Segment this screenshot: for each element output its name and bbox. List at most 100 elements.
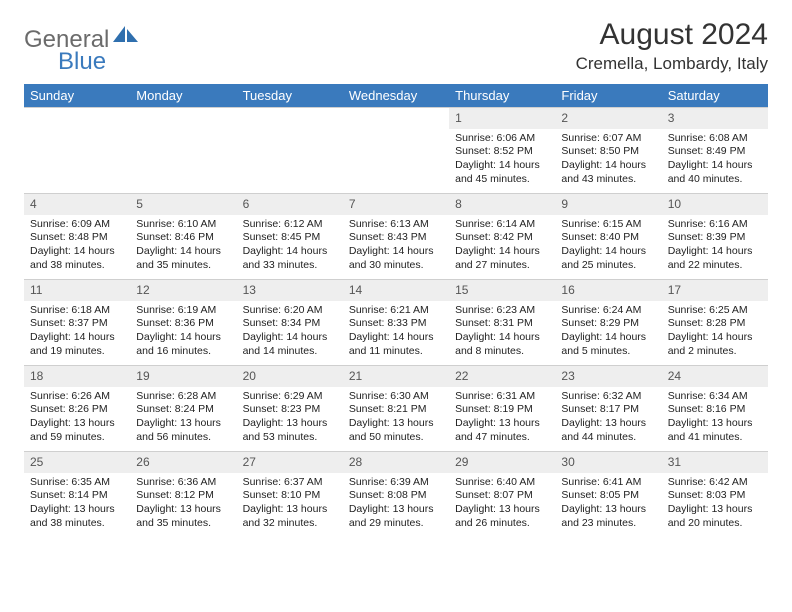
sunset-text: Sunset: 8:43 PM bbox=[349, 231, 443, 245]
logo-text-2: Blue bbox=[58, 48, 106, 75]
day-body: Sunrise: 6:20 AMSunset: 8:34 PMDaylight:… bbox=[237, 301, 343, 365]
day-number: 18 bbox=[24, 366, 130, 387]
sunset-text: Sunset: 8:40 PM bbox=[561, 231, 655, 245]
day-number: 19 bbox=[130, 366, 236, 387]
day-number: 1 bbox=[449, 108, 555, 129]
day-cell: . bbox=[237, 108, 343, 194]
sunrise-text: Sunrise: 6:28 AM bbox=[136, 390, 230, 404]
day-body: Sunrise: 6:10 AMSunset: 8:46 PMDaylight:… bbox=[130, 215, 236, 279]
day-cell: 18 Sunrise: 6:26 AMSunset: 8:26 PMDayligh… bbox=[24, 366, 130, 452]
day-cell: 21Sunrise: 6:30 AMSunset: 8:21 PMDayligh… bbox=[343, 366, 449, 452]
day-body: Sunrise: 6:34 AMSunset: 8:16 PMDaylight:… bbox=[662, 387, 768, 451]
day-number: 9 bbox=[555, 194, 661, 215]
sunrise-text: Sunrise: 6:39 AM bbox=[349, 476, 443, 490]
sunset-text: Sunset: 8:21 PM bbox=[349, 403, 443, 417]
sunset-text: Sunset: 8:19 PM bbox=[455, 403, 549, 417]
day-number: 24 bbox=[662, 366, 768, 387]
sunrise-text: Sunrise: 6:15 AM bbox=[561, 218, 655, 232]
day-number: 4 bbox=[24, 194, 130, 215]
sunset-text: Sunset: 8:10 PM bbox=[243, 489, 337, 503]
day-cell: 19Sunrise: 6:28 AMSunset: 8:24 PMDayligh… bbox=[130, 366, 236, 452]
sunset-text: Sunset: 8:16 PM bbox=[668, 403, 762, 417]
daylight-text: Daylight: 14 hours and 2 minutes. bbox=[668, 331, 762, 358]
day-names-row: Sunday Monday Tuesday Wednesday Thursday… bbox=[24, 84, 768, 108]
day-body: Sunrise: 6:24 AMSunset: 8:29 PMDaylight:… bbox=[555, 301, 661, 365]
sunset-text: Sunset: 8:12 PM bbox=[136, 489, 230, 503]
day-cell: 16Sunrise: 6:24 AMSunset: 8:29 PMDayligh… bbox=[555, 280, 661, 366]
daylight-text: Daylight: 14 hours and 11 minutes. bbox=[349, 331, 443, 358]
day-number: 15 bbox=[449, 280, 555, 301]
day-number: 27 bbox=[237, 452, 343, 473]
day-cell: 14Sunrise: 6:21 AMSunset: 8:33 PMDayligh… bbox=[343, 280, 449, 366]
daylight-text: Daylight: 13 hours and 44 minutes. bbox=[561, 417, 655, 444]
day-cell: 13Sunrise: 6:20 AMSunset: 8:34 PMDayligh… bbox=[237, 280, 343, 366]
week-row: 11Sunrise: 6:18 AMSunset: 8:37 PMDayligh… bbox=[24, 280, 768, 366]
day-number: 26 bbox=[130, 452, 236, 473]
daylight-text: Daylight: 13 hours and 56 minutes. bbox=[136, 417, 230, 444]
day-cell: 22Sunrise: 6:31 AMSunset: 8:19 PMDayligh… bbox=[449, 366, 555, 452]
dayname-sun: Sunday bbox=[24, 84, 130, 108]
sunrise-text: Sunrise: 6:32 AM bbox=[561, 390, 655, 404]
day-number: 31 bbox=[662, 452, 768, 473]
dayname-wed: Wednesday bbox=[343, 84, 449, 108]
sunrise-text: Sunrise: 6:37 AM bbox=[243, 476, 337, 490]
day-cell: 3Sunrise: 6:08 AMSunset: 8:49 PMDaylight… bbox=[662, 108, 768, 194]
day-body: Sunrise: 6:29 AMSunset: 8:23 PMDaylight:… bbox=[237, 387, 343, 451]
day-number: 5 bbox=[130, 194, 236, 215]
daylight-text: Daylight: 14 hours and 16 minutes. bbox=[136, 331, 230, 358]
day-number: 20 bbox=[237, 366, 343, 387]
daylight-text: Daylight: 13 hours and 20 minutes. bbox=[668, 503, 762, 530]
daylight-text: Daylight: 14 hours and 19 minutes. bbox=[30, 331, 124, 358]
sunrise-text: Sunrise: 6:34 AM bbox=[668, 390, 762, 404]
daylight-text: Daylight: 13 hours and 35 minutes. bbox=[136, 503, 230, 530]
sunset-text: Sunset: 8:07 PM bbox=[455, 489, 549, 503]
daylight-text: Daylight: 13 hours and 50 minutes. bbox=[349, 417, 443, 444]
daylight-text: Daylight: 14 hours and 35 minutes. bbox=[136, 245, 230, 272]
day-body: Sunrise: 6:42 AMSunset: 8:03 PMDaylight:… bbox=[662, 473, 768, 537]
sunrise-text: Sunrise: 6:10 AM bbox=[136, 218, 230, 232]
daylight-text: Daylight: 13 hours and 26 minutes. bbox=[455, 503, 549, 530]
sunrise-text: Sunrise: 6:42 AM bbox=[668, 476, 762, 490]
day-number: 11 bbox=[24, 280, 130, 301]
day-body: Sunrise: 6:08 AMSunset: 8:49 PMDaylight:… bbox=[662, 129, 768, 193]
daylight-text: Daylight: 13 hours and 59 minutes. bbox=[30, 417, 124, 444]
daylight-text: Daylight: 13 hours and 29 minutes. bbox=[349, 503, 443, 530]
sunset-text: Sunset: 8:45 PM bbox=[243, 231, 337, 245]
dayname-fri: Friday bbox=[555, 84, 661, 108]
day-cell: 27 Sunrise: 6:37 AMSunset: 8:10 PMDayligh… bbox=[237, 452, 343, 538]
day-body: Sunrise: 6:36 AMSunset: 8:12 PMDaylight:… bbox=[130, 473, 236, 537]
day-cell: 24Sunrise: 6:34 AMSunset: 8:16 PMDayligh… bbox=[662, 366, 768, 452]
sunrise-text: Sunrise: 6:24 AM bbox=[561, 304, 655, 318]
sunset-text: Sunset: 8:31 PM bbox=[455, 317, 549, 331]
day-cell: 20Sunrise: 6:29 AMSunset: 8:23 PMDayligh… bbox=[237, 366, 343, 452]
day-number: 8 bbox=[449, 194, 555, 215]
day-cell: 29Sunrise: 6:40 AMSunset: 8:07 PMDayligh… bbox=[449, 452, 555, 538]
day-number: 22 bbox=[449, 366, 555, 387]
sunset-text: Sunset: 8:26 PM bbox=[30, 403, 124, 417]
sunset-text: Sunset: 8:08 PM bbox=[349, 489, 443, 503]
day-cell: 9Sunrise: 6:15 AMSunset: 8:40 PMDaylight… bbox=[555, 194, 661, 280]
sunset-text: Sunset: 8:23 PM bbox=[243, 403, 337, 417]
sunrise-text: Sunrise: 6:12 AM bbox=[243, 218, 337, 232]
sunrise-text: Sunrise: 6:35 AM bbox=[30, 476, 124, 490]
day-number: 28 bbox=[343, 452, 449, 473]
day-cell: 6Sunrise: 6:12 AMSunset: 8:45 PMDaylight… bbox=[237, 194, 343, 280]
day-body: Sunrise: 6:41 AMSunset: 8:05 PMDaylight:… bbox=[555, 473, 661, 537]
day-number: 16 bbox=[555, 280, 661, 301]
daylight-text: Daylight: 14 hours and 40 minutes. bbox=[668, 159, 762, 186]
daylight-text: Daylight: 13 hours and 38 minutes. bbox=[30, 503, 124, 530]
sunrise-text: Sunrise: 6:21 AM bbox=[349, 304, 443, 318]
sunrise-text: Sunrise: 6:23 AM bbox=[455, 304, 549, 318]
day-cell: 7Sunrise: 6:13 AMSunset: 8:43 PMDaylight… bbox=[343, 194, 449, 280]
sunrise-text: Sunrise: 6:26 AM bbox=[30, 390, 124, 404]
daylight-text: Daylight: 13 hours and 32 minutes. bbox=[243, 503, 337, 530]
day-cell: 17Sunrise: 6:25 AMSunset: 8:28 PMDayligh… bbox=[662, 280, 768, 366]
sunset-text: Sunset: 8:14 PM bbox=[30, 489, 124, 503]
day-cell: 10Sunrise: 6:16 AMSunset: 8:39 PMDayligh… bbox=[662, 194, 768, 280]
day-cell: 5Sunrise: 6:10 AMSunset: 8:46 PMDaylight… bbox=[130, 194, 236, 280]
sunrise-text: Sunrise: 6:36 AM bbox=[136, 476, 230, 490]
daylight-text: Daylight: 14 hours and 43 minutes. bbox=[561, 159, 655, 186]
day-body: Sunrise: 6:28 AMSunset: 8:24 PMDaylight:… bbox=[130, 387, 236, 451]
month-title: August 2024 bbox=[576, 18, 768, 52]
day-body: Sunrise: 6:25 AMSunset: 8:28 PMDaylight:… bbox=[662, 301, 768, 365]
